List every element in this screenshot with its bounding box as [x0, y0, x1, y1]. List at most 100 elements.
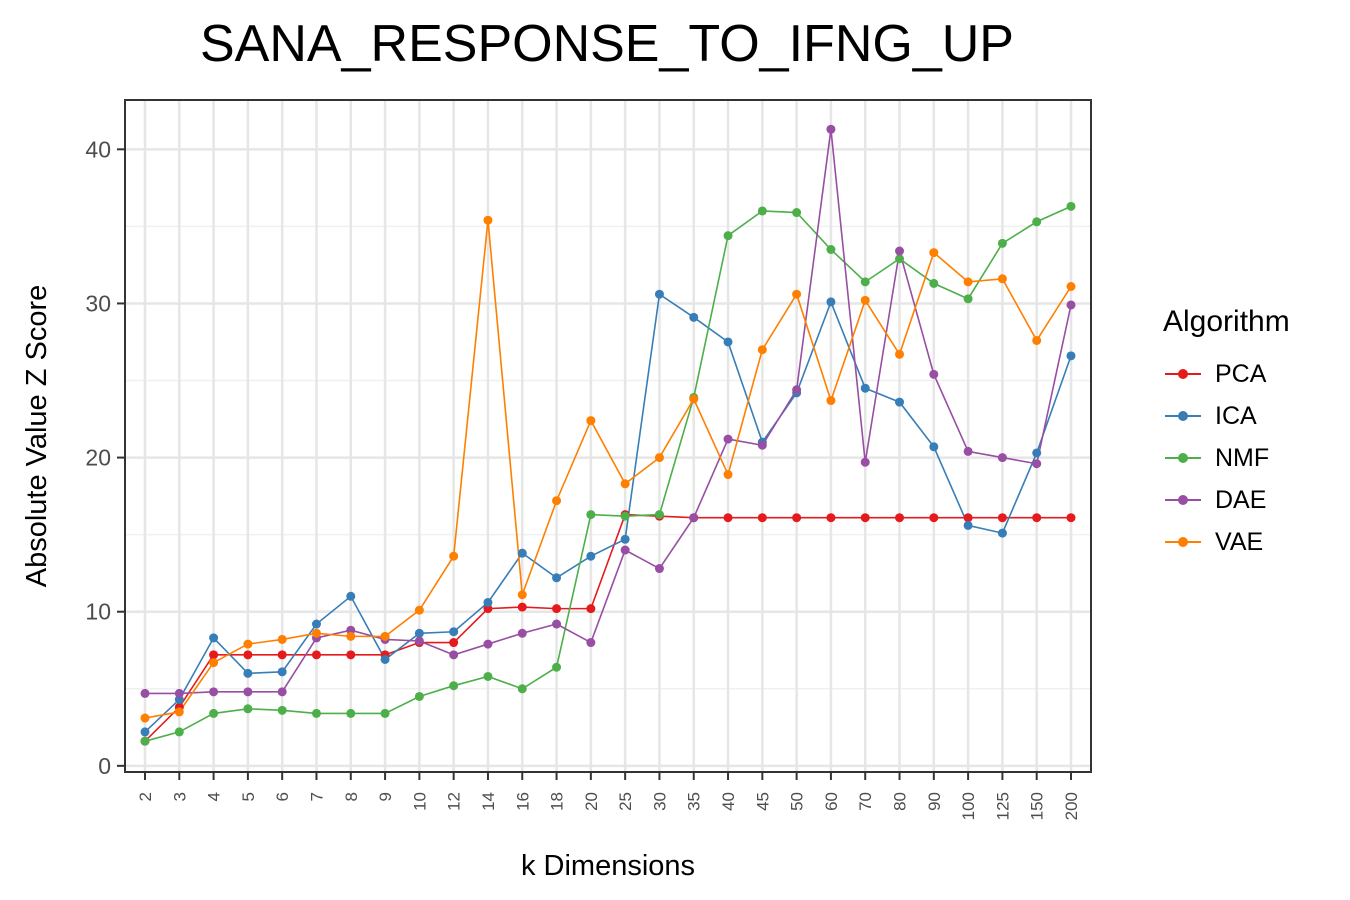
- data-point-vae: [895, 349, 905, 359]
- series-line-nmf: [144, 205, 1072, 742]
- data-point-pca: [997, 513, 1007, 523]
- x-tick-label: 5: [239, 792, 258, 801]
- x-tick-label: 100: [959, 792, 978, 820]
- data-point-ica: [826, 297, 836, 307]
- data-point-nmf: [552, 662, 562, 672]
- data-point-vae: [346, 631, 356, 641]
- legend-item-vae: VAE: [1163, 521, 1290, 563]
- x-tick-label: 90: [925, 792, 944, 811]
- legend-items: PCA ICA NMF DAE VAE: [1163, 353, 1290, 563]
- x-tick-label: 35: [685, 792, 704, 811]
- legend-item-pca: PCA: [1163, 353, 1290, 395]
- data-point-ica: [483, 597, 493, 607]
- legend-key: [1163, 490, 1203, 510]
- legend-key: [1163, 448, 1203, 468]
- data-point-pca: [757, 513, 767, 523]
- x-tick-label: 4: [205, 792, 224, 801]
- data-point-vae: [1066, 281, 1076, 291]
- data-point-dae: [826, 124, 836, 134]
- legend-label: NMF: [1215, 443, 1270, 472]
- data-point-pca: [277, 650, 287, 660]
- x-tick-label: 14: [479, 792, 498, 811]
- legend-label: DAE: [1215, 485, 1267, 514]
- data-point-ica: [586, 551, 596, 561]
- data-point-vae: [174, 707, 184, 717]
- data-point-ica: [1066, 351, 1076, 361]
- data-point-ica: [963, 520, 973, 530]
- x-tick-label: 3: [170, 792, 189, 801]
- data-point-vae: [689, 394, 699, 404]
- data-point-nmf: [654, 510, 664, 520]
- data-point-ica: [380, 654, 390, 664]
- data-point-ica: [689, 312, 699, 322]
- legend-label: ICA: [1215, 401, 1257, 430]
- x-tick-label: 25: [616, 792, 635, 811]
- x-tick-label: 30: [650, 792, 669, 811]
- legend-label: VAE: [1215, 527, 1264, 556]
- data-point-nmf: [723, 231, 733, 241]
- data-point-nmf: [929, 278, 939, 288]
- data-point-ica: [243, 668, 253, 678]
- data-point-nmf: [586, 510, 596, 520]
- data-point-dae: [414, 636, 424, 646]
- data-point-ica: [449, 627, 459, 637]
- data-point-nmf: [243, 704, 253, 714]
- data-point-dae: [517, 628, 527, 638]
- x-tick-label: 20: [582, 792, 601, 811]
- data-point-pca: [586, 604, 596, 614]
- x-tick-label: 8: [342, 792, 361, 801]
- series-line-pca: [144, 513, 1071, 742]
- data-point-nmf: [277, 705, 287, 715]
- x-tick-label: 2: [136, 792, 155, 801]
- data-point-ica: [517, 548, 527, 558]
- data-point-dae: [757, 440, 767, 450]
- x-tick-label: 40: [719, 792, 738, 811]
- x-tick-label: 45: [753, 792, 772, 811]
- data-point-nmf: [140, 736, 150, 746]
- data-point-vae: [311, 628, 321, 638]
- data-point-nmf: [963, 294, 973, 304]
- data-point-dae: [243, 687, 253, 697]
- data-point-ica: [209, 633, 219, 643]
- data-point-dae: [277, 687, 287, 697]
- data-point-dae: [140, 688, 150, 698]
- series-line-vae: [144, 220, 1072, 719]
- legend-key: [1163, 364, 1203, 384]
- data-point-dae: [792, 385, 802, 395]
- data-point-dae: [1032, 459, 1042, 469]
- data-point-ica: [140, 727, 150, 737]
- series-line-ica: [144, 292, 1072, 733]
- data-point-ica: [414, 628, 424, 638]
- x-tick-label: 12: [445, 792, 464, 811]
- x-tick-label: 60: [822, 792, 841, 811]
- data-point-vae: [414, 605, 424, 615]
- data-point-vae: [826, 396, 836, 406]
- series-lines: [144, 129, 1072, 742]
- data-point-vae: [860, 295, 870, 305]
- data-point-dae: [174, 688, 184, 698]
- data-point-dae: [620, 545, 630, 555]
- data-point-pca: [209, 650, 219, 660]
- data-point-ica: [895, 397, 905, 407]
- data-point-nmf: [311, 708, 321, 718]
- data-point-pca: [895, 513, 905, 523]
- data-point-pca: [552, 604, 562, 614]
- x-tick-label: 16: [513, 792, 532, 811]
- data-point-nmf: [174, 727, 184, 737]
- x-tick-label: 9: [376, 792, 395, 801]
- data-point-vae: [380, 631, 390, 641]
- data-point-ica: [860, 383, 870, 393]
- panel-border: [124, 99, 1092, 773]
- data-point-pca: [243, 650, 253, 660]
- y-tick-label: 0: [98, 753, 111, 779]
- data-point-dae: [963, 446, 973, 456]
- data-point-pca: [929, 513, 939, 523]
- chart-title: SANA_RESPONSE_TO_IFNG_UP: [200, 15, 1014, 73]
- legend: Algorithm PCA ICA NMF DAE VAE: [1163, 305, 1290, 563]
- data-point-dae: [860, 457, 870, 467]
- data-point-pca: [860, 513, 870, 523]
- data-point-nmf: [1066, 201, 1076, 211]
- data-point-dae: [483, 639, 493, 649]
- data-point-vae: [140, 713, 150, 723]
- legend-item-nmf: NMF: [1163, 437, 1290, 479]
